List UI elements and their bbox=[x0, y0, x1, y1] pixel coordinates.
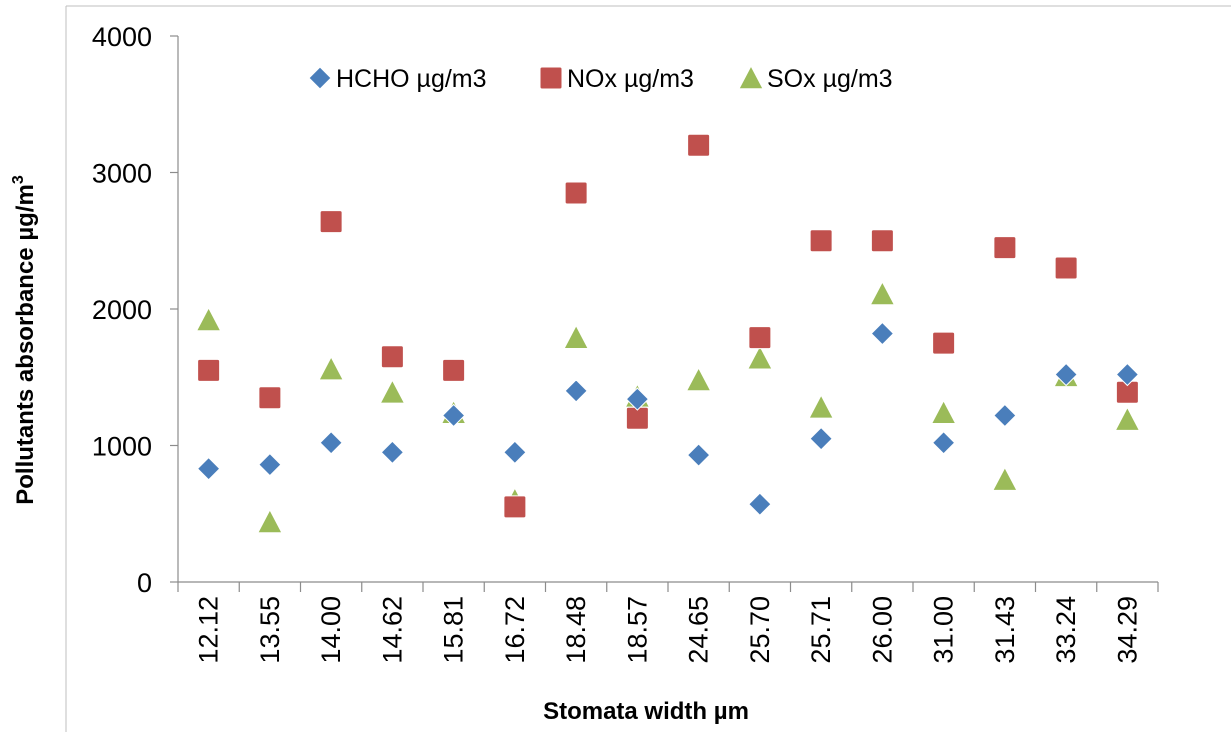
legend-marker-triangle bbox=[738, 64, 764, 90]
legend-label: NOx µg/m3 bbox=[567, 65, 694, 93]
data-point-square bbox=[748, 326, 772, 350]
y-axis: 0 1000 2000 3000 4000 bbox=[92, 22, 179, 598]
data-point-diamond bbox=[380, 440, 405, 465]
x-axis: 12.12 13.55 14.00 14.62 15.81 16.72 18.48 18.57… bbox=[177, 581, 1159, 664]
data-point-diamond bbox=[870, 321, 895, 346]
data-point-diamond bbox=[319, 431, 343, 455]
plot-area bbox=[195, 133, 1141, 534]
data-point-diamond bbox=[1115, 362, 1140, 387]
data-point-diamond bbox=[686, 443, 711, 467]
data-point-diamond bbox=[931, 431, 956, 455]
data-point-square bbox=[687, 133, 711, 157]
data-point-triangle bbox=[563, 324, 589, 349]
data-point-diamond bbox=[196, 456, 221, 481]
x-tick-label: 31.00 bbox=[929, 596, 959, 664]
legend-item: SOx µg/m3 bbox=[738, 64, 893, 93]
x-tick-label: 16.72 bbox=[500, 596, 530, 664]
data-point-triangle bbox=[257, 508, 283, 534]
data-point-triangle bbox=[318, 355, 344, 381]
legend-marker-diamond bbox=[308, 66, 332, 90]
data-point-square bbox=[932, 331, 956, 355]
x-tick-label: 34.29 bbox=[1112, 596, 1142, 664]
series-diamond bbox=[196, 321, 1140, 516]
legend-marker-square bbox=[539, 66, 563, 90]
x-tick-label: 26.00 bbox=[867, 596, 897, 664]
x-tick-label: 13.55 bbox=[255, 596, 285, 664]
x-tick-label: 31.43 bbox=[990, 596, 1020, 664]
data-point-diamond bbox=[748, 492, 772, 516]
x-tick-label: 14.00 bbox=[316, 596, 346, 664]
data-point-square bbox=[870, 229, 894, 253]
y-tick-label: 1000 bbox=[92, 432, 152, 462]
y-axis-title-text: Pollutants absorbance µg/m bbox=[12, 184, 39, 505]
data-point-diamond bbox=[1054, 362, 1078, 387]
legend: HCHO µg/m3 NOx µg/m3 SOx µg/m3 bbox=[308, 64, 893, 93]
data-point-diamond bbox=[441, 403, 466, 428]
y-tick-label: 3000 bbox=[92, 159, 152, 189]
data-point-triangle bbox=[930, 399, 957, 425]
legend-label: HCHO µg/m3 bbox=[336, 65, 487, 93]
data-point-diamond bbox=[625, 387, 650, 411]
data-point-triangle bbox=[869, 280, 896, 306]
data-point-triangle bbox=[992, 466, 1018, 491]
y-axis-title: Pollutants absorbance µg/m3 bbox=[10, 175, 39, 505]
data-point-square bbox=[809, 229, 833, 253]
data-point-square bbox=[380, 345, 404, 369]
data-point-diamond bbox=[503, 440, 527, 465]
x-tick-label: 15.81 bbox=[439, 596, 469, 664]
x-tick-label: 25.70 bbox=[745, 596, 775, 664]
data-point-triangle bbox=[1114, 406, 1141, 431]
legend-label: SOx µg/m3 bbox=[767, 65, 893, 93]
data-point-square bbox=[993, 236, 1017, 260]
legend-item: HCHO µg/m3 bbox=[308, 65, 487, 93]
chart-frame bbox=[65, 5, 1231, 732]
data-point-square bbox=[503, 495, 527, 519]
series-square bbox=[197, 133, 1139, 519]
data-point-square bbox=[258, 386, 282, 410]
legend-item: NOx µg/m3 bbox=[539, 65, 694, 93]
x-tick-label: 12.12 bbox=[194, 596, 224, 664]
y-tick-label: 0 bbox=[137, 568, 152, 598]
data-point-square bbox=[197, 358, 221, 382]
x-tick-label: 33.24 bbox=[1051, 596, 1081, 664]
data-point-square bbox=[319, 210, 343, 234]
data-point-triangle bbox=[747, 345, 773, 370]
x-tick-label: 14.62 bbox=[377, 596, 407, 664]
data-point-triangle bbox=[195, 306, 222, 332]
data-point-square bbox=[442, 358, 466, 382]
y-tick-label: 2000 bbox=[92, 295, 152, 325]
x-tick-label: 24.65 bbox=[684, 596, 714, 664]
series-triangle bbox=[195, 280, 1141, 534]
x-tick-label: 18.57 bbox=[622, 596, 652, 664]
x-axis-title: Stomata width µm bbox=[543, 698, 749, 725]
data-point-diamond bbox=[993, 403, 1017, 428]
x-tick-label: 25.71 bbox=[806, 596, 836, 664]
y-tick-label: 4000 bbox=[92, 22, 152, 52]
data-point-triangle bbox=[685, 366, 712, 392]
data-point-square bbox=[1054, 256, 1078, 280]
data-point-diamond bbox=[809, 426, 833, 451]
data-point-diamond bbox=[564, 379, 588, 403]
data-point-diamond bbox=[258, 452, 282, 477]
data-point-triangle bbox=[379, 379, 406, 404]
x-tick-label: 18.48 bbox=[561, 596, 591, 664]
y-axis-title-superscript: 3 bbox=[10, 175, 27, 184]
data-point-square bbox=[564, 181, 588, 205]
data-point-triangle bbox=[808, 394, 834, 419]
